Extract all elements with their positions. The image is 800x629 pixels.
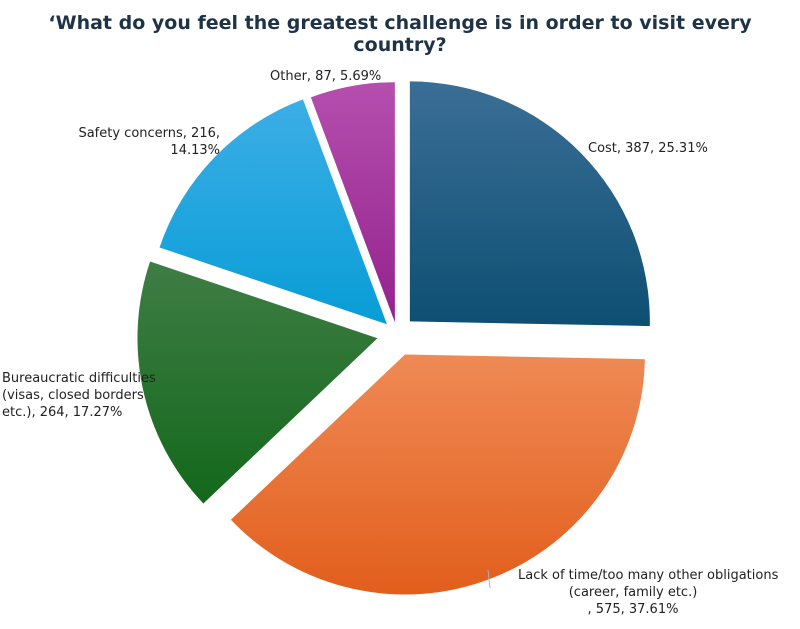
slice-label-line: Other, 87, 5.69% — [270, 69, 382, 84]
chart-title: ‘What do you feel the greatest challenge… — [48, 12, 752, 56]
slice-label-line: Bureaucratic difficulties — [2, 371, 156, 386]
slice-label-line: (career, family etc.) — [568, 585, 698, 600]
slice-label-line: Lack of time/too many other obligations — [518, 568, 779, 583]
pie-slice-lack-of-time — [230, 354, 645, 595]
slice-label-line: (visas, closed borders — [2, 388, 144, 403]
slice-label-safety: Safety concerns, 216, 14.13% — [70, 125, 220, 159]
slice-label-line: 14.13% — [170, 143, 220, 158]
slice-label-lack-of-time: Lack of time/too many other obligations (… — [518, 567, 779, 618]
pie-slice-cost — [409, 81, 650, 327]
slice-label-line: , 575, 37.61% — [587, 602, 679, 617]
pie-slice-safety — [159, 99, 387, 325]
slice-label-cost: Cost, 387, 25.31% — [588, 140, 708, 157]
slice-label-line: Cost, 387, 25.31% — [588, 141, 708, 156]
slice-label-line: etc.), 264, 17.27% — [2, 405, 123, 420]
slice-label-other: Other, 87, 5.69% — [270, 68, 381, 85]
slice-label-line: Safety concerns, 216, — [78, 126, 220, 141]
pie-slice-other — [310, 82, 395, 323]
slice-label-bureaucratic: Bureaucratic difficulties (visas, closed … — [2, 370, 156, 421]
pie-slice-bureaucratic — [137, 261, 378, 504]
